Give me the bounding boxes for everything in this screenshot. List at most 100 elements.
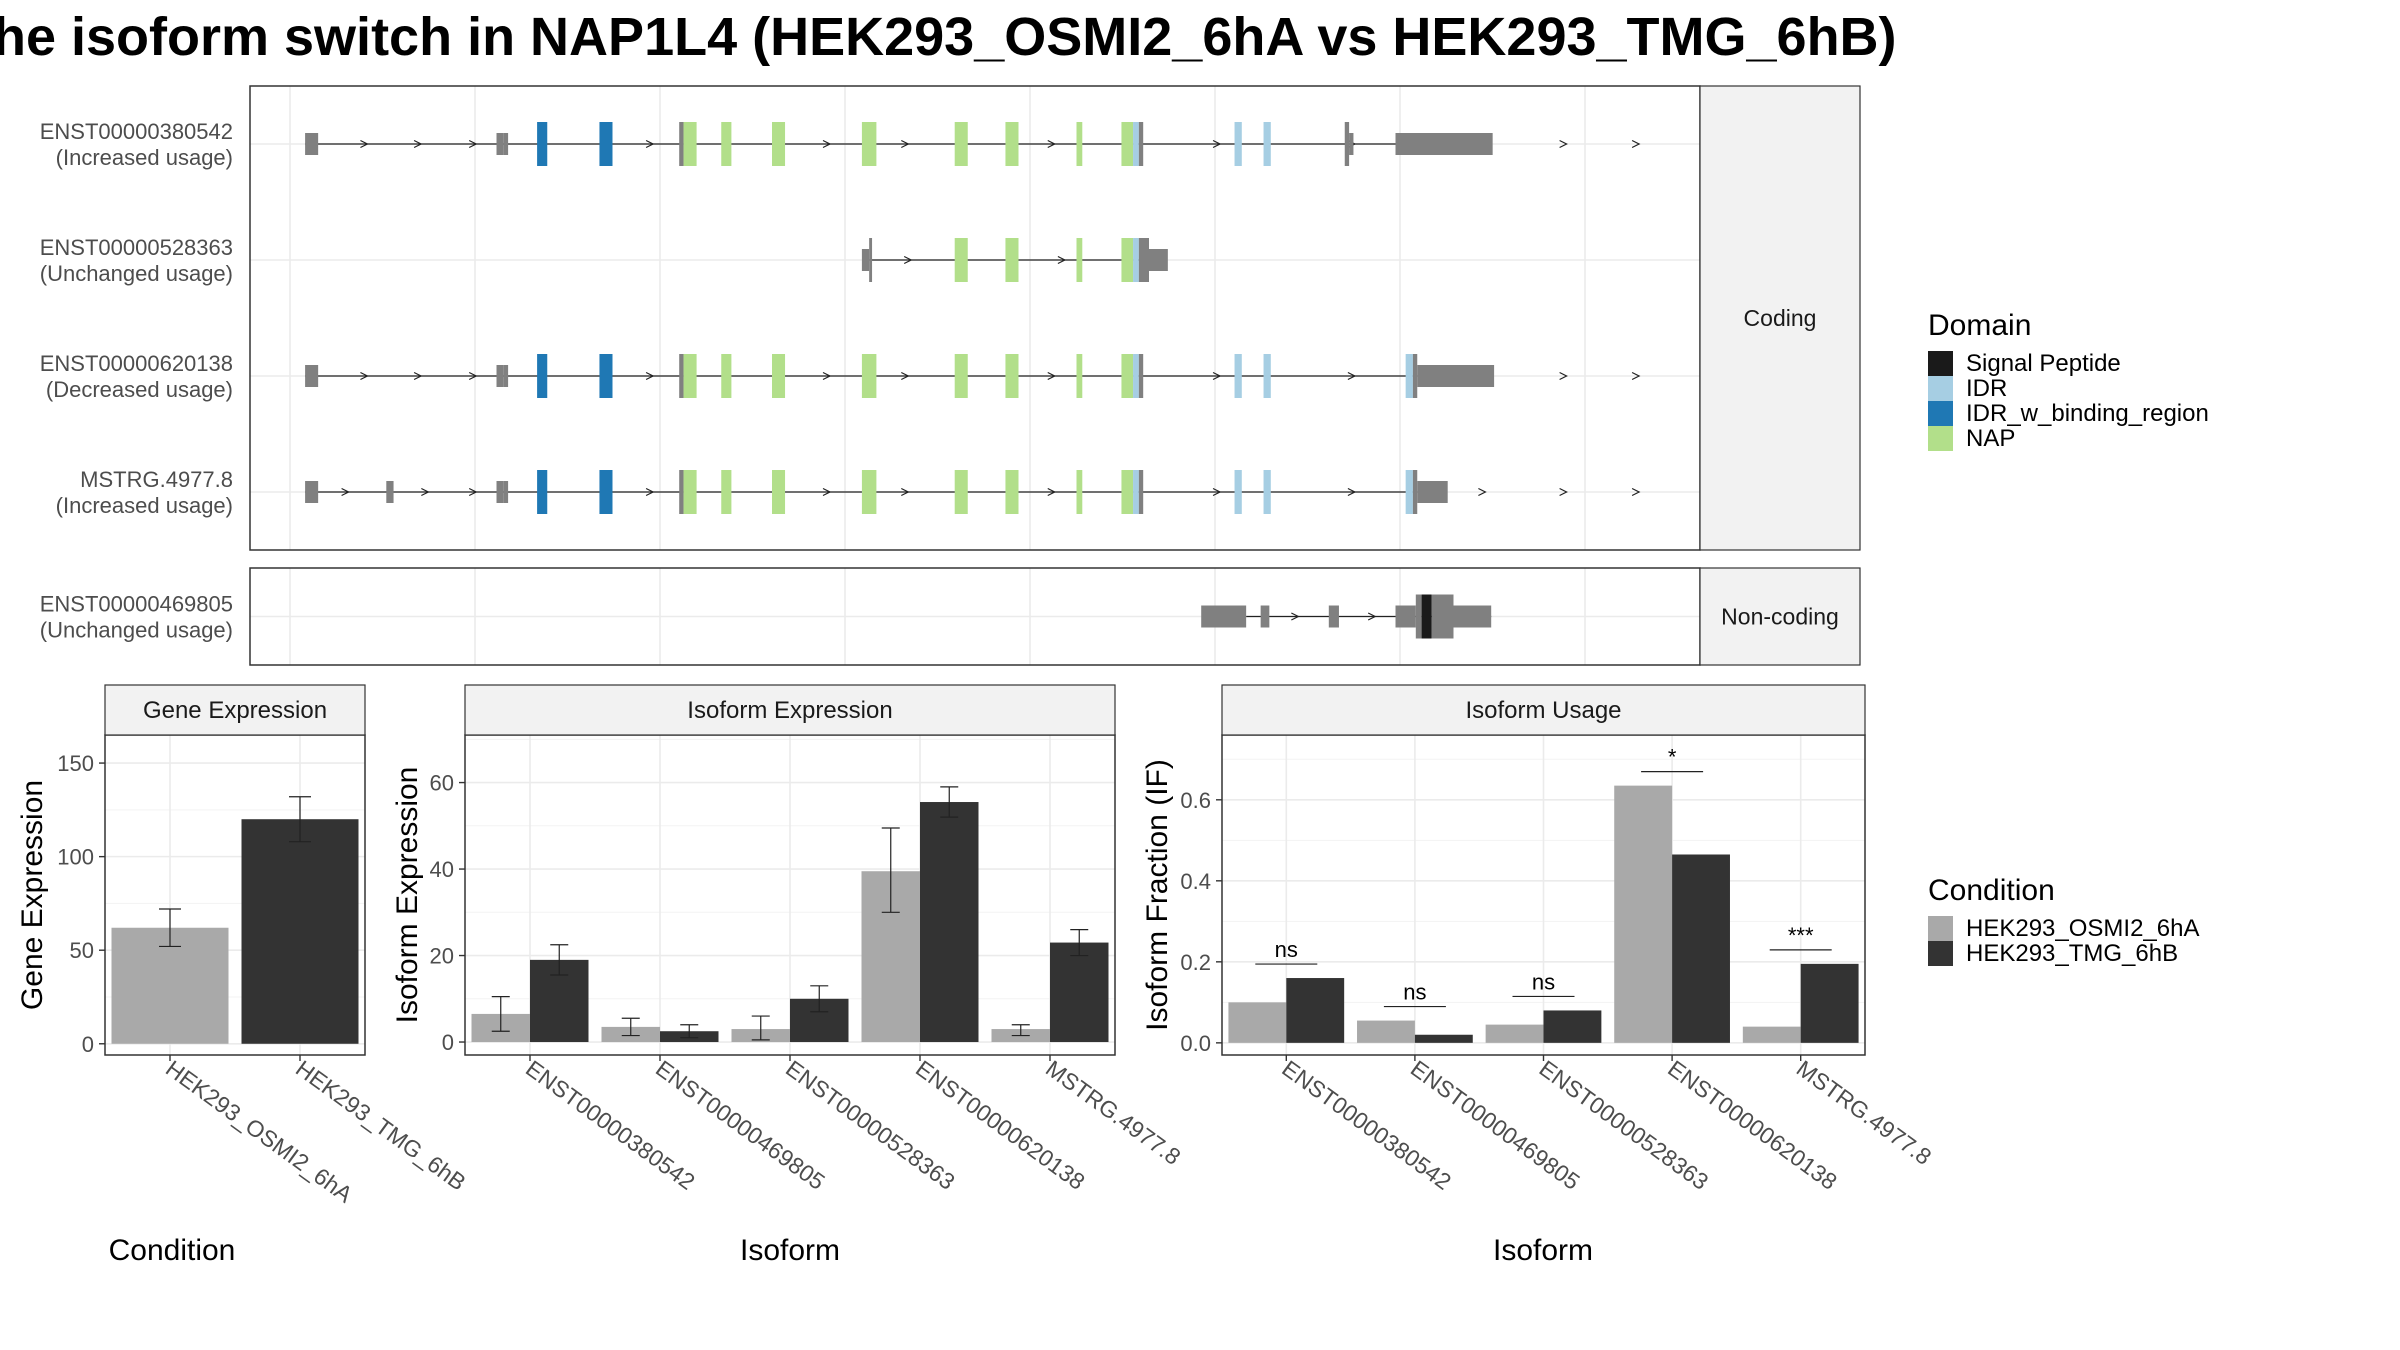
transcript-id-label: ENST00000469805 [40,592,233,617]
exon-utr [1412,354,1418,398]
y-tick-label: 50 [70,938,94,963]
coding-panel: ENST00000380542 (Increased usage) ENST0000… [40,85,1861,551]
intron-arrow [1478,487,1487,497]
intron-arrow [822,487,832,497]
significance-label: * [1668,745,1677,770]
exon-idr [1133,238,1139,282]
intron-arrow [1559,139,1568,149]
main-title: The isoform switch in NAP1L4 (HEK293_OSM… [0,7,1897,67]
intron-arrow [645,139,655,149]
domain-legend-label: IDR [1966,375,2007,402]
bar-ENST00000620138-HEK293_OSMI2_6hA [1614,785,1673,1043]
transcript-id-label: ENST00000528363 [40,235,233,260]
exon-nap [1076,470,1083,514]
domain-legend-label: Signal Peptide [1966,350,2121,377]
exon-nap [772,354,786,398]
exon-utr [1138,470,1144,514]
exon-nap [1121,238,1134,282]
exon-utr [1417,365,1495,387]
exon-utr [1417,481,1448,503]
exon-utr [305,481,319,503]
exon-nap [683,122,697,166]
exon-utr [861,249,870,271]
significance-label: *** [1788,923,1814,948]
transcript-usage-label: (Increased usage) [56,493,233,518]
exon-nap [954,122,968,166]
exon-nap [1005,354,1019,398]
exon-utr [1415,594,1422,639]
y-tick-label: 0 [82,1032,94,1057]
intron-arrow [1047,139,1057,149]
x-axis-title: Isoform [1493,1234,1593,1267]
exon-nap [1005,238,1019,282]
intron-arrow [413,371,423,381]
exon-utr [1395,133,1493,155]
exon-utr [503,481,509,503]
y-tick-label: 100 [57,845,94,870]
intron-arrow [1212,139,1222,149]
exon-utr [496,481,504,503]
exon-nap [1005,470,1019,514]
transcript-ENST00000469805 [1201,594,1492,639]
exon-nap [772,470,786,514]
intron-arrow [1367,612,1377,621]
intron-arrow [360,139,369,149]
domain-legend-label: IDR_w_binding_region [1966,400,2209,427]
exon-idr_binding [599,470,613,514]
bar-ENST00000528363-HEK293_OSMI2_6hA [1485,1024,1544,1043]
y-tick-label: 20 [430,944,454,969]
exon-utr [1395,605,1416,628]
significance-label: ns [1532,969,1555,994]
intron-arrow [645,371,655,381]
exon-idr [1263,470,1271,514]
exon-nap [861,354,877,398]
intron-arrow [1212,371,1222,381]
exon-nap [721,354,732,398]
intron-arrow [1347,487,1357,497]
chart-title: Isoform Usage [1465,697,1621,724]
domain-legend-key [1928,426,1953,451]
bar-MSTRG.4977.8-HEK293_OSMI2_6hA [1742,1026,1801,1043]
intron-arrow [1057,255,1067,265]
exon-nap [683,354,697,398]
chart-strip [1221,684,1866,736]
exon-idr [1133,122,1139,166]
exon-idr_binding [537,122,548,166]
transcript-id-label: MSTRG.4977.8 [80,467,233,492]
intron-arrow [903,255,913,265]
exon-utr [1138,122,1144,166]
exon-idr [1263,354,1271,398]
exon-idr [1133,354,1139,398]
transcript-id-label: ENST00000380542 [40,119,233,144]
bar-HEK293_OSMI2_6hA [111,927,229,1044]
bar-ENST00000469805-HEK293_TMG_6hB [1414,1034,1473,1043]
condition-legend-key [1928,941,1953,966]
exon-nap [1076,122,1083,166]
transcript-MSTRG.4977.8 [305,470,1641,514]
y-tick-label: 0.2 [1180,950,1211,975]
exon-idr [1133,470,1139,514]
significance-label: ns [1403,980,1426,1005]
x-axis-title: Isoform [740,1234,840,1267]
bar-MSTRG.4977.8-HEK293_TMG_6hB [1800,963,1859,1043]
exon-nap [721,122,732,166]
intron-arrow [421,487,430,497]
exon-nap [1121,354,1134,398]
exon-nap [1005,122,1019,166]
exon-idr [1234,470,1242,514]
exon-utr [679,470,684,514]
exon-utr [1453,605,1492,628]
y-tick-label: 0.6 [1180,788,1211,813]
exon-nap [954,470,968,514]
chart-title: Isoform Expression [687,697,892,724]
intron-arrow [645,487,655,497]
exon-idr_binding [599,122,613,166]
y-tick-label: 40 [430,857,454,882]
exon-utr [679,122,684,166]
exon-signal_peptide [1421,594,1432,639]
domain-legend-key [1928,351,1953,376]
exon-nap [1121,470,1134,514]
